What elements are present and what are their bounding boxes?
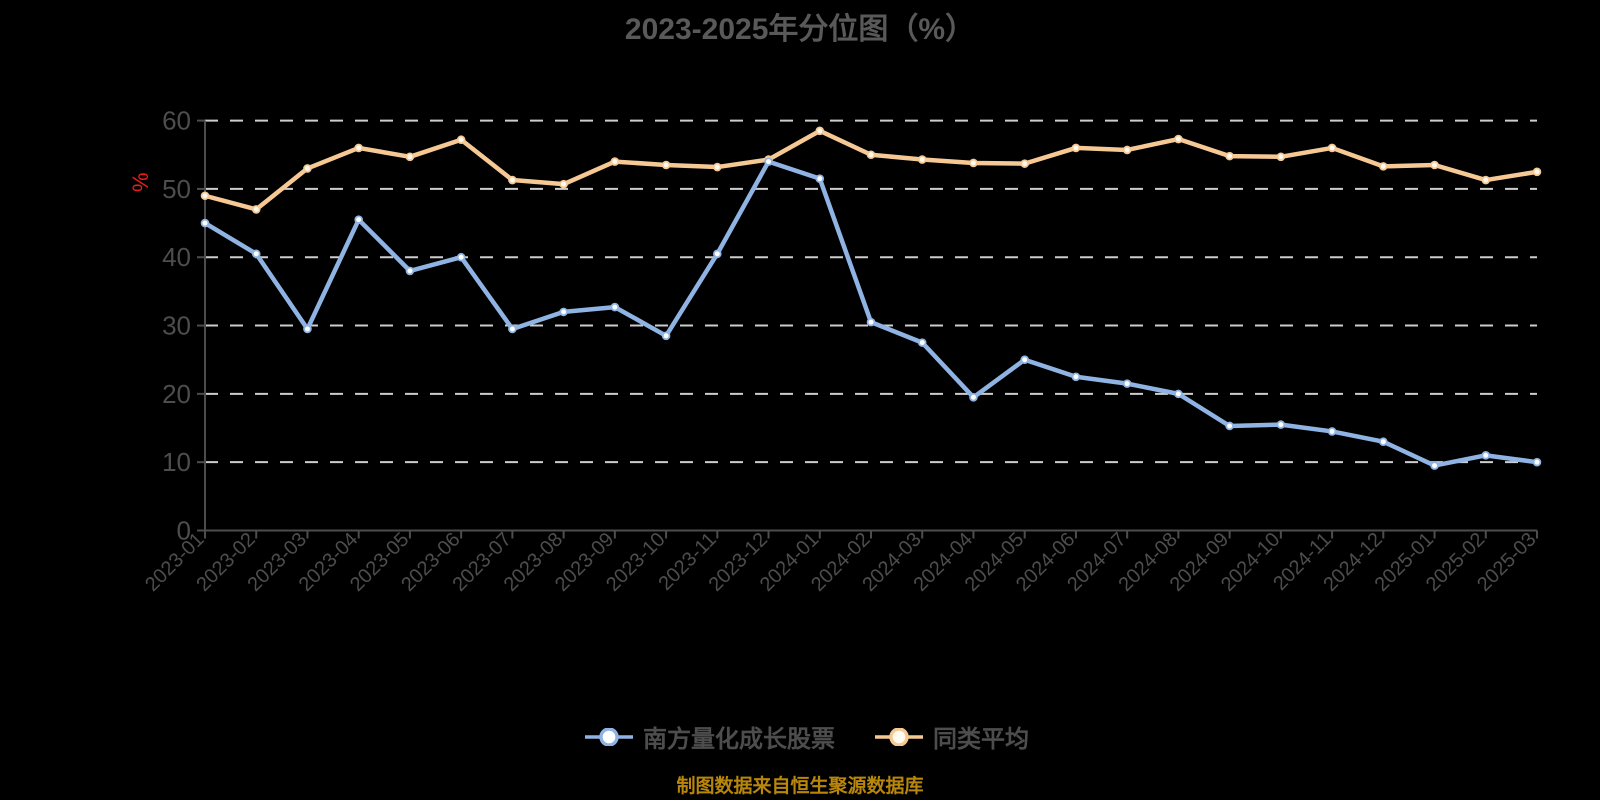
svg-text:40: 40: [162, 242, 191, 272]
svg-text:30: 30: [162, 311, 191, 341]
svg-text:20: 20: [162, 379, 191, 409]
svg-text:10: 10: [162, 447, 191, 477]
svg-text:50: 50: [162, 174, 191, 204]
svg-text:60: 60: [162, 106, 191, 136]
